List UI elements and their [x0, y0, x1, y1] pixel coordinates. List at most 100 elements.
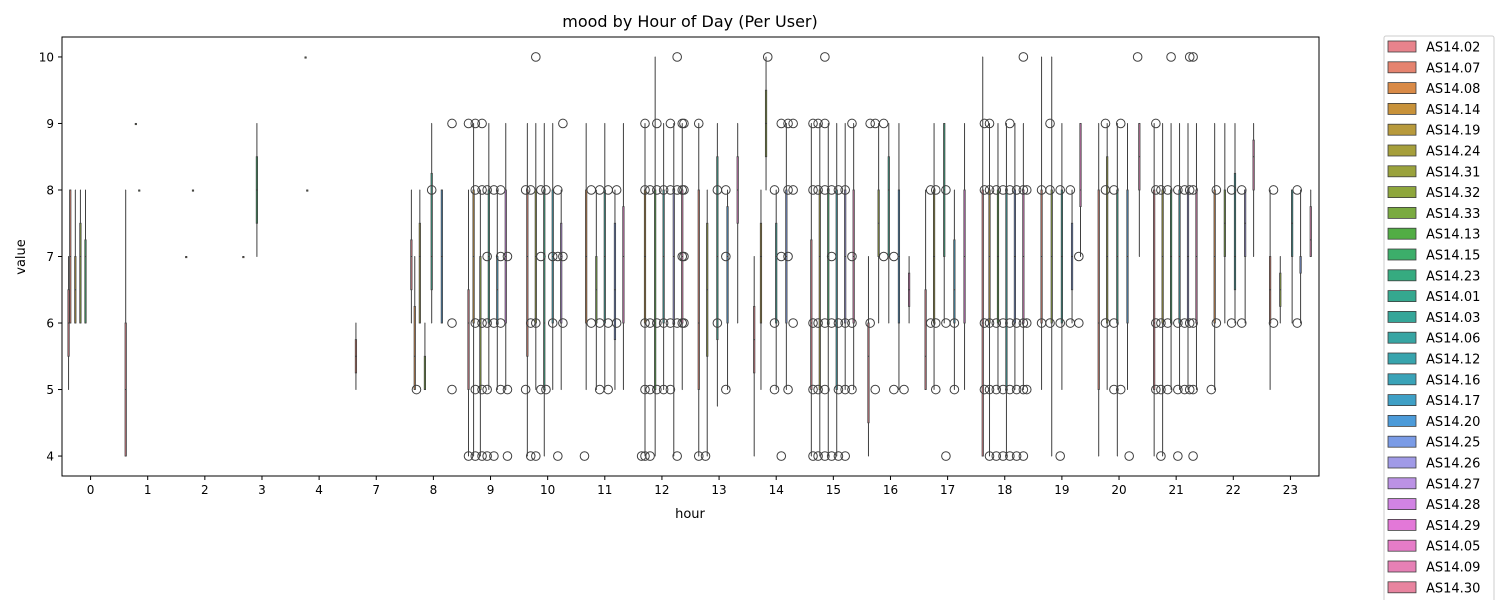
outlier-point [536, 251, 546, 262]
outlier-point [1292, 318, 1303, 328]
outlier-point [477, 384, 487, 395]
box [124, 189, 127, 457]
outlier-point [820, 384, 830, 395]
outlier-point [611, 318, 622, 328]
outlier-point [1206, 384, 1217, 395]
box [304, 56, 307, 59]
outlier-point [788, 185, 798, 195]
outlier-point [658, 318, 669, 328]
box [716, 122, 719, 407]
outlier-point [693, 118, 704, 129]
box-body [1005, 189, 1008, 390]
outlier-point [991, 185, 1002, 195]
legend-swatch [1387, 123, 1417, 136]
box-body [418, 222, 421, 324]
outlier-point [640, 451, 650, 461]
box [585, 122, 588, 391]
legend-swatch [1387, 581, 1417, 594]
box-body [835, 189, 838, 390]
outlier-point [783, 384, 793, 395]
outlier-point [1184, 318, 1195, 328]
box-body [622, 206, 625, 324]
outlier-point [1011, 318, 1022, 328]
outlier-point [820, 318, 830, 328]
box [418, 189, 421, 324]
outlier-point [470, 318, 481, 328]
box [943, 122, 946, 324]
box [753, 256, 756, 457]
x-tick-label: 3 [258, 483, 266, 497]
outlier-point [776, 118, 787, 129]
outlier-point [826, 251, 837, 262]
legend-swatch [1387, 40, 1417, 53]
legend-label: AS14.19 [1426, 124, 1480, 139]
box [354, 322, 358, 391]
box [706, 189, 709, 457]
box [759, 189, 763, 391]
outlier-point [640, 185, 650, 195]
outlier-point [820, 185, 830, 195]
legend-label: AS14.01 [1426, 290, 1480, 305]
outlier-point [1166, 52, 1176, 62]
outlier-point [783, 185, 793, 195]
legend-label: AS14.05 [1426, 540, 1480, 555]
outlier-point [693, 451, 704, 461]
outlier-point [1226, 185, 1237, 195]
x-tick-label: 17 [940, 483, 955, 497]
legend-item: AS14.13 [1387, 228, 1480, 243]
legend-swatch [1387, 394, 1417, 407]
outlier-point [899, 384, 909, 395]
box [67, 256, 70, 391]
box [84, 189, 87, 324]
outlier-point [470, 384, 481, 395]
x-tick-label: 13 [711, 483, 726, 497]
outlier-point [941, 185, 951, 195]
outlier-point [840, 384, 850, 395]
outlier-point [489, 451, 499, 461]
outlier-point [1021, 384, 1032, 395]
legend-swatch [1387, 352, 1417, 365]
legend-swatch [1387, 414, 1417, 427]
box-body [613, 222, 617, 341]
box [1097, 122, 1100, 457]
outlier-point [502, 251, 513, 262]
box [996, 122, 1000, 391]
outlier-point [1018, 451, 1029, 461]
outlier-point [1055, 318, 1065, 328]
outlier-point [1065, 185, 1076, 195]
legend-label: AS14.15 [1426, 249, 1480, 264]
outlier-point [1011, 185, 1022, 195]
outlier-point [672, 185, 682, 195]
outlier-point [1268, 318, 1279, 328]
outlier-point [930, 185, 941, 195]
outlier-point [1236, 185, 1247, 195]
box [654, 56, 657, 457]
box [932, 122, 936, 391]
outlier-point [611, 185, 622, 195]
box [697, 122, 700, 457]
legend-swatch [1387, 165, 1417, 178]
legend-item: AS14.14 [1387, 103, 1480, 118]
legend-item: AS14.33 [1387, 207, 1480, 222]
box-body [716, 156, 719, 341]
outlier-point [447, 384, 457, 395]
y-tick-label: 4 [46, 450, 54, 464]
outlier-point [813, 118, 823, 129]
outlier-point [489, 318, 499, 328]
legend-swatch [1387, 456, 1417, 469]
outlier-point [783, 251, 793, 262]
outlier-point [525, 451, 536, 461]
outlier-point [712, 318, 723, 328]
outlier-point [558, 318, 568, 328]
x-tick-label: 0 [87, 483, 95, 497]
outlier-point [1173, 185, 1183, 195]
y-axis-label: value [14, 239, 29, 275]
outlier-point [1184, 384, 1195, 395]
legend-label: AS14.17 [1426, 394, 1480, 409]
legend-item: AS14.25 [1387, 436, 1480, 451]
outlier-point [645, 185, 655, 195]
outlier-point [1156, 384, 1166, 395]
box-body [1233, 172, 1237, 291]
box [981, 56, 984, 457]
box [423, 322, 426, 391]
